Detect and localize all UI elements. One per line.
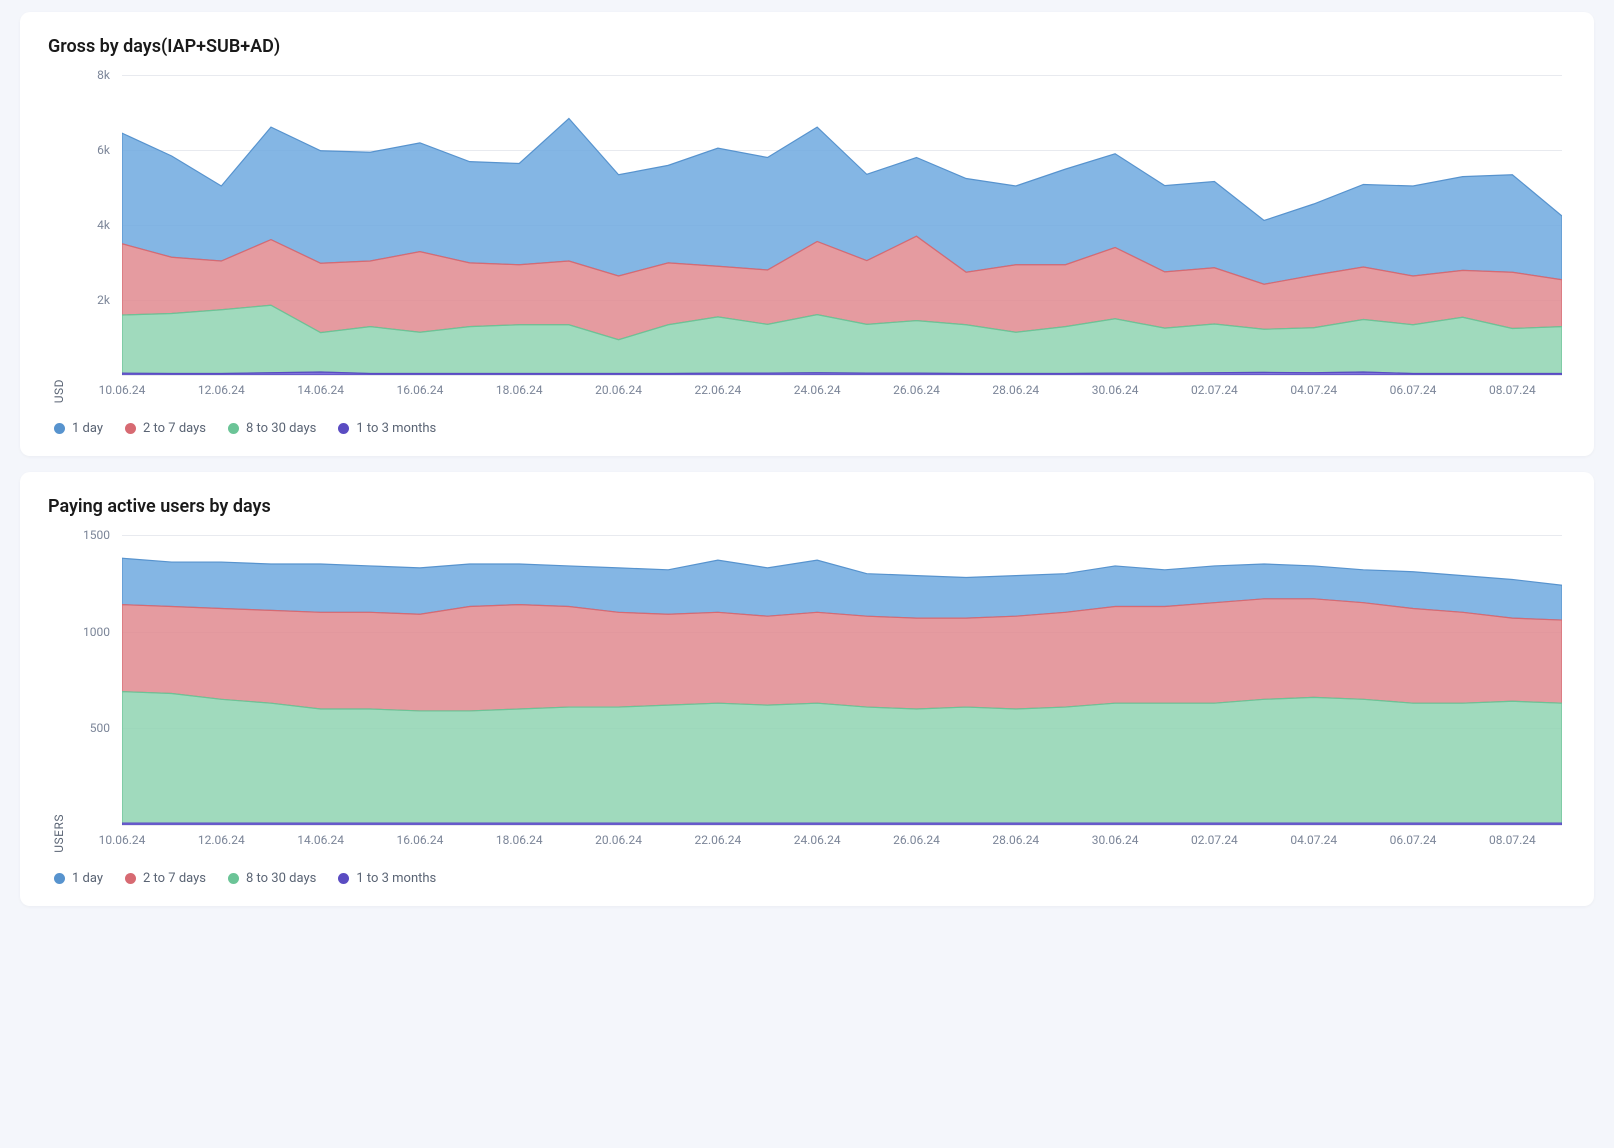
x-tick-label: 22.06.24 [694,383,741,397]
chart-card-paying: Paying active users by days USERS 500 1000 1… [20,472,1594,906]
legend-item-s4[interactable]: 1 to 3 months [338,421,436,436]
y-ticks: 2k4k6k8k [66,75,116,375]
legend-label: 8 to 30 days [246,421,316,436]
chart-title: Gross by days(IAP+SUB+AD) [48,36,1566,57]
x-tick-label: 14.06.24 [297,833,344,847]
legend-item-s4[interactable]: 1 to 3 months [338,871,436,886]
x-tick-label: 28.06.24 [992,383,1039,397]
y-tick-label: 500 [90,721,110,735]
legend-swatch [228,873,239,884]
legend-item-s2[interactable]: 2 to 7 days [125,871,206,886]
x-tick-label: 24.06.24 [794,833,841,847]
y-ticks: 50010001500 [66,535,116,825]
x-tick-label: 02.07.24 [1191,833,1238,847]
legend-swatch [338,873,349,884]
legend: 1 day 2 to 7 days 8 to 30 days 1 to 3 month… [48,871,1566,886]
plot-box: 50010001500 [66,535,1566,825]
chart-card-gross: Gross by days(IAP+SUB+AD) USD 2k 4k 6k 8k 10.0… [20,12,1594,456]
x-tick-label: 02.07.24 [1191,383,1238,397]
x-axis: 10.06.2412.06.2414.06.2416.06.2418.06.24… [122,825,1562,853]
legend-swatch [125,873,136,884]
x-tick-label: 16.06.24 [397,833,444,847]
x-tick-label: 10.06.24 [99,383,146,397]
legend-label: 1 day [72,871,103,886]
x-tick-label: 18.06.24 [496,833,543,847]
x-tick-label: 28.06.24 [992,833,1039,847]
legend-item-s1[interactable]: 1 day [54,421,103,436]
x-tick-label: 30.06.24 [1092,383,1139,397]
y-tick-label: 4k [97,218,110,232]
x-tick-label: 12.06.24 [198,833,245,847]
x-axis: 10.06.2412.06.2414.06.2416.06.2418.06.24… [122,375,1562,403]
plot-box: 2k4k6k8k [66,75,1566,375]
x-tick-label: 08.07.24 [1489,383,1536,397]
x-tick-label: 30.06.24 [1092,833,1139,847]
x-tick-label: 14.06.24 [297,383,344,397]
legend-label: 8 to 30 days [246,871,316,886]
chart-wrap: USERS5001000150010.06.2412.06.2414.06.24… [48,535,1566,853]
y-tick-label: 8k [97,68,110,82]
legend-item-s1[interactable]: 1 day [54,871,103,886]
y-tick-label: 2k [97,293,110,307]
legend-item-s3[interactable]: 8 to 30 days [228,871,316,886]
x-tick-label: 24.06.24 [794,383,841,397]
legend-label: 1 to 3 months [356,421,436,436]
x-tick-label: 06.07.24 [1390,833,1437,847]
legend-label: 1 day [72,421,103,436]
x-tick-label: 08.07.24 [1489,833,1536,847]
x-tick-label: 20.06.24 [595,383,642,397]
x-tick-label: 12.06.24 [198,383,245,397]
legend-item-s2[interactable]: 2 to 7 days [125,421,206,436]
legend: 1 day 2 to 7 days 8 to 30 days 1 to 3 month… [48,421,1566,436]
x-tick-label: 18.06.24 [496,383,543,397]
legend-swatch [228,423,239,434]
x-tick-label: 06.07.24 [1390,383,1437,397]
area-series-s3 [122,692,1562,823]
x-tick-label: 16.06.24 [397,383,444,397]
chart-svg [122,75,1562,375]
legend-swatch [54,873,65,884]
legend-label: 1 to 3 months [356,871,436,886]
y-axis-label: USERS [48,804,66,853]
x-tick-label: 20.06.24 [595,833,642,847]
chart-svg [122,535,1562,825]
x-tick-label: 04.07.24 [1290,383,1337,397]
y-tick-label: 1500 [83,528,110,542]
area-series-s2 [122,599,1562,711]
plot-area [122,535,1562,825]
plot-column: 5001000150010.06.2412.06.2414.06.2416.06… [66,535,1566,853]
y-tick-label: 6k [97,143,110,157]
x-tick-label: 10.06.24 [99,833,146,847]
x-tick-label: 22.06.24 [694,833,741,847]
legend-label: 2 to 7 days [143,871,206,886]
y-tick-label: 1000 [83,625,110,639]
x-tick-label: 26.06.24 [893,833,940,847]
legend-swatch [338,423,349,434]
legend-item-s3[interactable]: 8 to 30 days [228,421,316,436]
y-axis-label: USD [48,369,66,403]
legend-label: 2 to 7 days [143,421,206,436]
x-tick-label: 26.06.24 [893,383,940,397]
legend-swatch [54,423,65,434]
chart-title: Paying active users by days [48,496,1566,517]
plot-area [122,75,1562,375]
chart-wrap: USD2k4k6k8k10.06.2412.06.2414.06.2416.06… [48,75,1566,403]
plot-column: 2k4k6k8k10.06.2412.06.2414.06.2416.06.24… [66,75,1566,403]
legend-swatch [125,423,136,434]
x-tick-label: 04.07.24 [1290,833,1337,847]
